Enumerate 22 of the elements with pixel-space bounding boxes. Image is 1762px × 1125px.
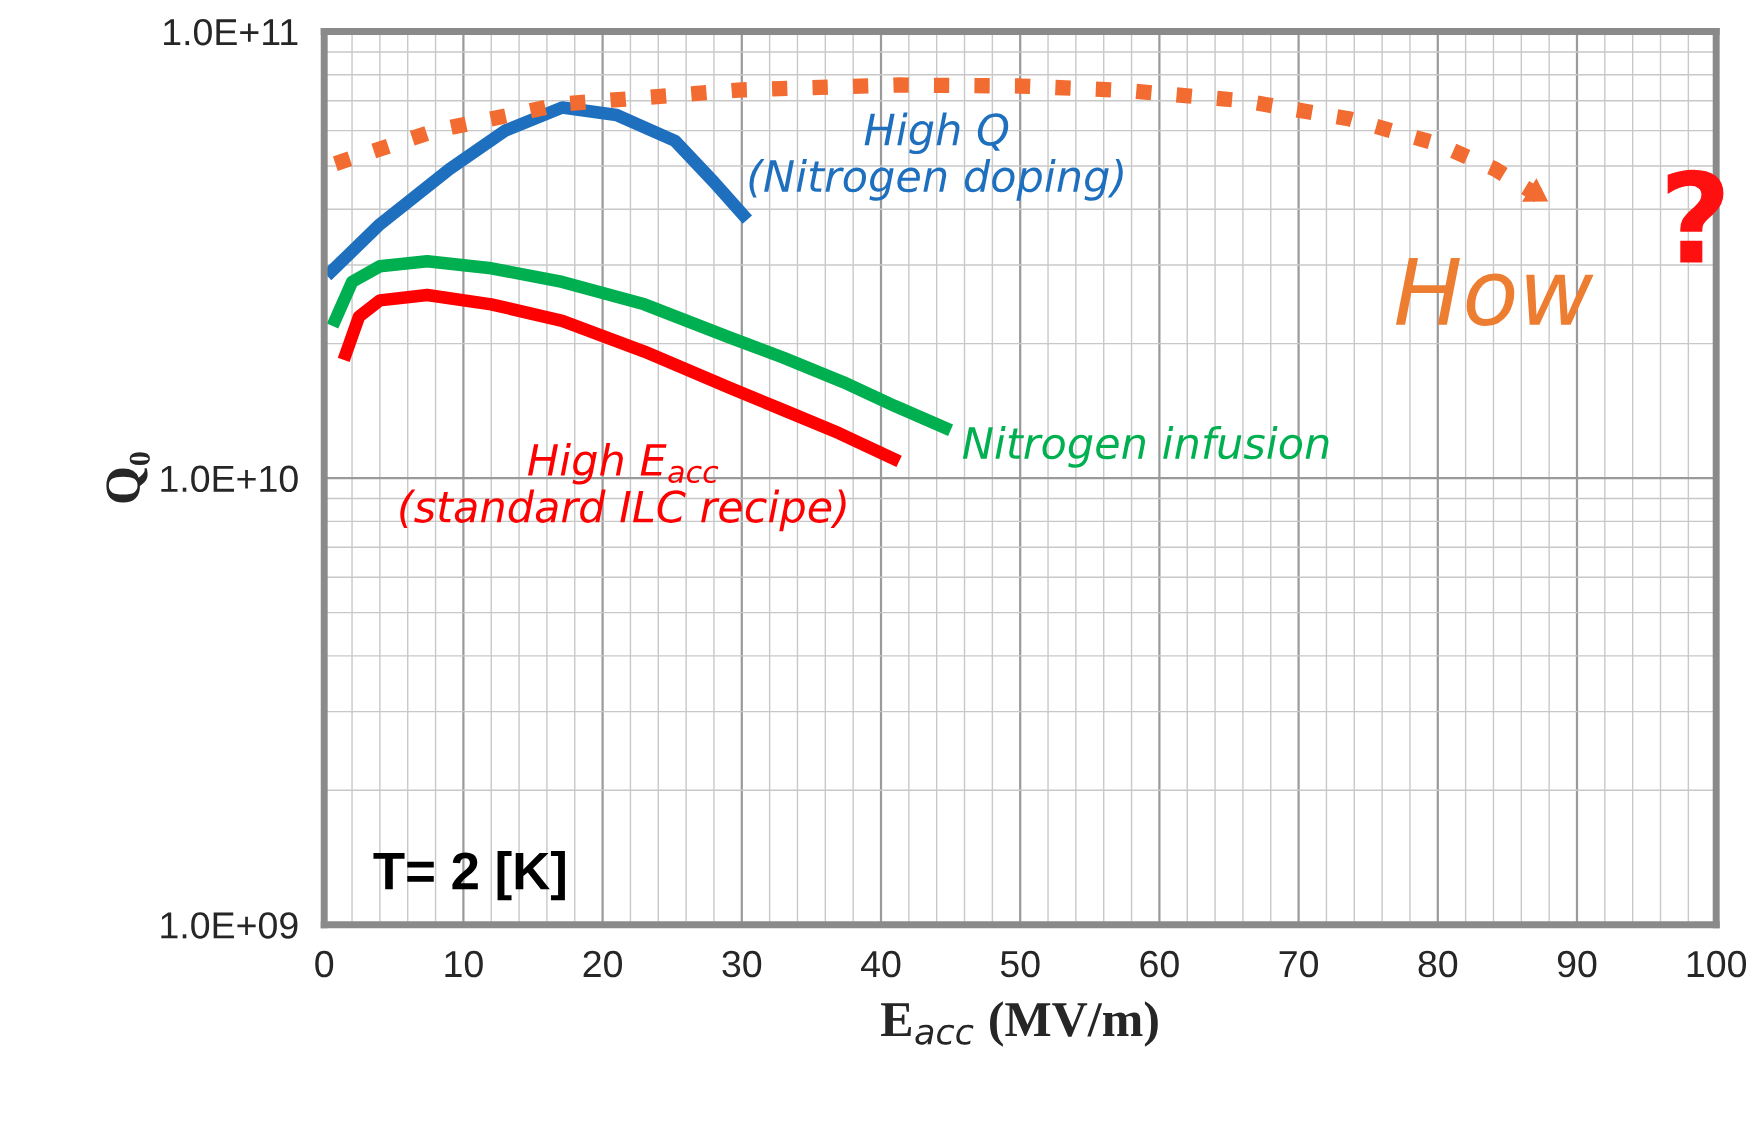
x-axis-title: E$_{acc}$ (MV/m) xyxy=(881,1001,1158,1047)
x-tick-label: 20 xyxy=(583,950,622,978)
x-tick-label: 70 xyxy=(1279,950,1318,978)
series-label: High Q (Nitrogen doping) xyxy=(749,112,1123,201)
y-tick-label: 1.0E+10 xyxy=(161,465,298,493)
y-axis-title: Q₀ xyxy=(106,452,150,503)
x-tick-label: 40 xyxy=(861,950,901,978)
y-tick-label: 1.0E+11 xyxy=(164,18,298,46)
y-tick-label: 1.0E+09 xyxy=(161,912,298,939)
x-tick-label: 100 xyxy=(1687,950,1747,978)
x-tick-label: 80 xyxy=(1418,950,1458,978)
annotation: ? xyxy=(1667,169,1724,263)
x-tick-label: 90 xyxy=(1557,950,1597,978)
x-tick-label: 60 xyxy=(1140,950,1179,978)
x-tick-label: 10 xyxy=(445,950,483,978)
x-tick-label: 30 xyxy=(722,950,762,978)
annotation: How xyxy=(1395,257,1594,327)
series-label: Nitrogen infusion xyxy=(962,426,1329,468)
x-tick-label: 0 xyxy=(315,950,334,978)
x-tick-label: 50 xyxy=(1000,950,1040,978)
series-label: High E$_{acc}$ (standard ILC recipe) xyxy=(400,442,846,532)
annotation: T= 2 [K] xyxy=(373,851,565,901)
